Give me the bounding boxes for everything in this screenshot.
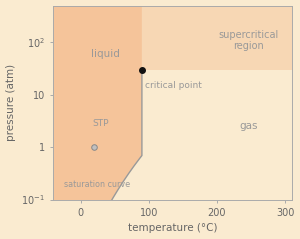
Polygon shape	[53, 5, 142, 215]
Polygon shape	[142, 5, 292, 70]
Text: critical point: critical point	[145, 81, 202, 90]
Text: liquid: liquid	[91, 49, 120, 59]
Text: supercritical
region: supercritical region	[219, 30, 279, 51]
Y-axis label: pressure (atm): pressure (atm)	[6, 64, 16, 141]
X-axis label: temperature (°C): temperature (°C)	[128, 223, 217, 234]
Text: gas: gas	[240, 121, 258, 131]
Text: STP: STP	[92, 119, 109, 128]
Text: saturation curve: saturation curve	[64, 180, 130, 190]
